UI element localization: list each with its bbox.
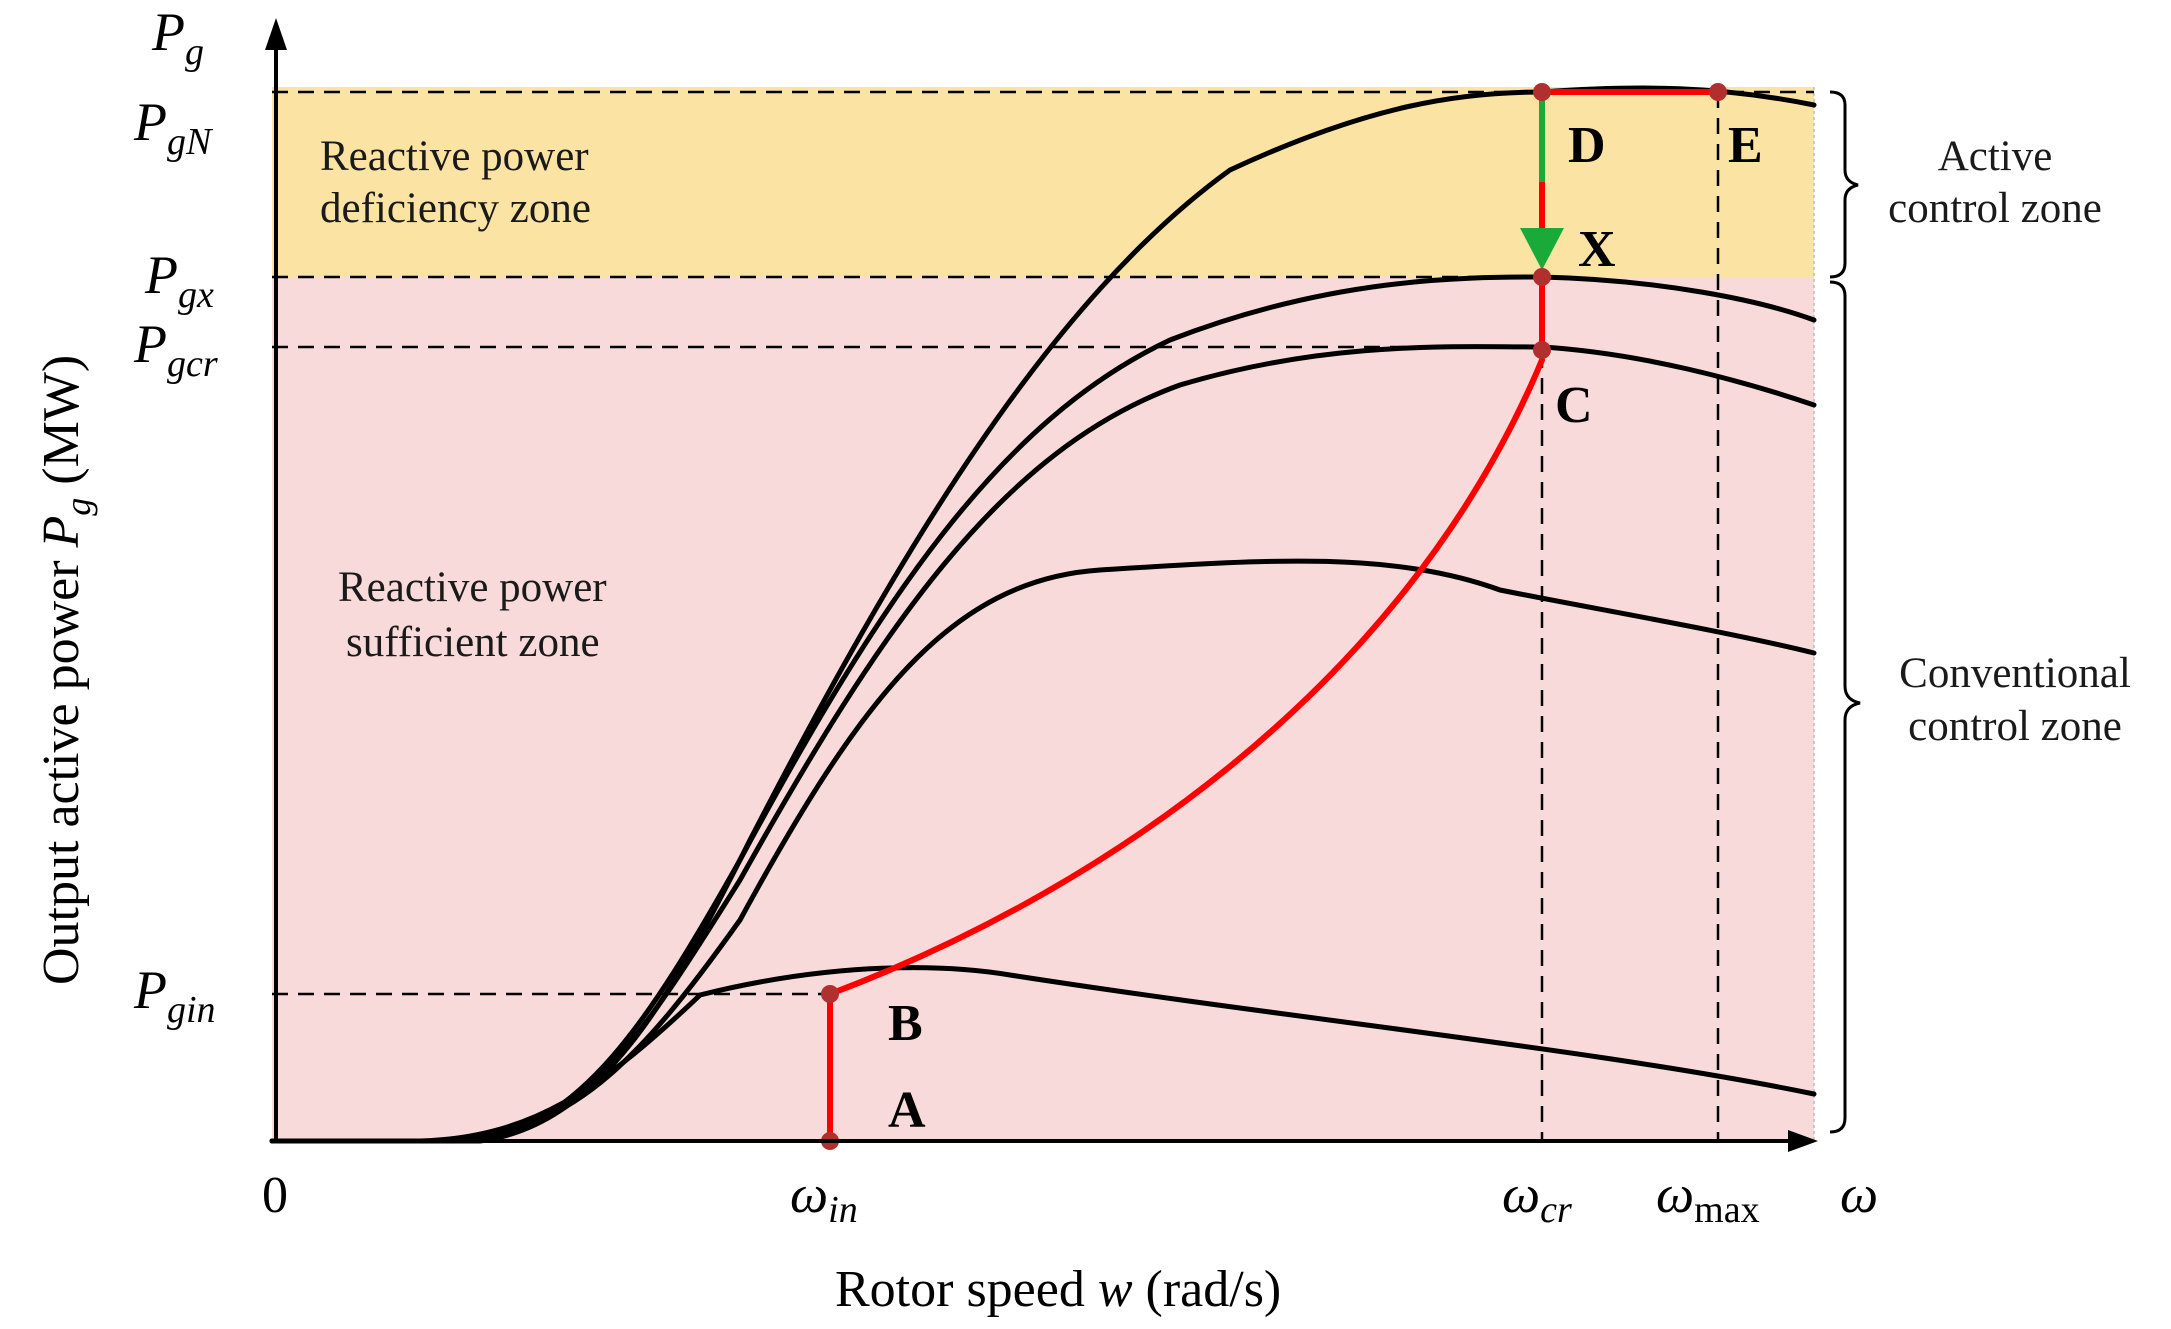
point-label-A: A <box>888 1082 926 1139</box>
power-curves <box>269 85 1817 1144</box>
deficiency-zone-label-line2: deficiency zone <box>320 185 591 232</box>
y-tick-Pgcr: Pgcr <box>133 314 218 385</box>
point-label-X: X <box>1578 221 1616 278</box>
marker-C <box>1533 341 1551 359</box>
sufficient-zone-label-line1: Reactive power <box>338 564 607 611</box>
transition-arrowhead <box>1520 228 1564 270</box>
reactive-power-sufficient-zone <box>272 277 1814 1141</box>
x-axis-title: Rotor speed w (rad/s) <box>835 1261 1281 1318</box>
operating-trajectory <box>827 89 1721 1144</box>
conventional-control-zone-label-line2: control zone <box>1908 703 2122 750</box>
active-control-zone-label-line2: control zone <box>1888 185 2102 232</box>
deficiency-zone-label-line1: Reactive power <box>320 133 589 180</box>
bracket-active <box>1829 90 1859 279</box>
bracket-conventional <box>1829 280 1861 1134</box>
x-axis-arrow <box>1788 1130 1818 1152</box>
power-curve-2 <box>269 558 1817 1144</box>
y-axis-title: Output active power Pg (MW) <box>33 355 98 985</box>
marker-X <box>1533 268 1551 286</box>
x-tick-win: ωin <box>790 1164 858 1231</box>
point-label-E: E <box>1728 117 1763 174</box>
point-label-D: D <box>1568 117 1606 174</box>
x-tick-wmax: ωmax <box>1656 1164 1760 1231</box>
marker-B <box>821 985 839 1003</box>
point-label-B: B <box>888 995 923 1052</box>
x-tick-wcr: ωcr <box>1502 1164 1572 1231</box>
y-axis-end-label: Pg <box>151 2 204 73</box>
origin-label: 0 <box>262 1167 288 1224</box>
marker-D <box>1533 83 1551 101</box>
sufficient-zone-label-line2: sufficient zone <box>346 619 600 666</box>
conventional-control-zone-label-line1: Conventional <box>1899 650 2131 697</box>
trajectory-B-C <box>827 357 1545 997</box>
y-axis-arrow <box>265 18 287 50</box>
reactive-power-deficiency-zone <box>272 87 1814 277</box>
point-label-C: C <box>1555 377 1593 434</box>
axes <box>274 40 1800 1143</box>
power-curve-4 <box>269 274 1817 1144</box>
y-tick-Pgin: Pgin <box>133 960 216 1031</box>
marker-E <box>1709 83 1727 101</box>
y-tick-PgN: PgN <box>133 92 214 163</box>
active-control-zone-label-line1: Active <box>1938 133 2053 180</box>
zone-brackets <box>1829 90 1861 1134</box>
x-axis-end-label: ω <box>1840 1164 1878 1224</box>
y-tick-Pgx: Pgx <box>144 245 214 316</box>
